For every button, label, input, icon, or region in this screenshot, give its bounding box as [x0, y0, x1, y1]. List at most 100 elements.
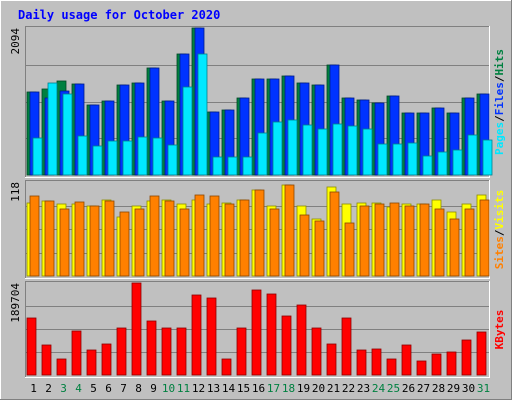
bar-kbytes-day-14	[221, 358, 232, 376]
bar-pages-day-11	[182, 86, 193, 176]
x-tick-label-day-26: 26	[402, 382, 415, 395]
legend-separator: /	[493, 115, 506, 122]
y-max-label-kbytes: 189704	[9, 283, 22, 323]
bar-sites-day-14	[224, 203, 235, 277]
x-tick-label-day-24: 24	[372, 382, 386, 395]
chart-panels: 2094Pages/Files/Hits118Sites/Visits18970…	[9, 26, 506, 378]
x-tick-label-day-5: 5	[90, 382, 97, 395]
bar-sites-day-3	[59, 208, 70, 277]
bar-kbytes-day-5	[86, 349, 97, 376]
bar-pages-day-13	[212, 156, 223, 176]
x-tick-label-day-23: 23	[357, 382, 370, 395]
bar-pages-day-17	[272, 121, 283, 176]
bar-pages-day-8	[137, 136, 148, 176]
bar-sites-day-5	[89, 205, 100, 277]
legend-files: Files	[493, 82, 506, 115]
panel-visits: 118 Sites/Visits	[9, 180, 506, 279]
x-tick-label-day-20: 20	[312, 382, 325, 395]
x-tick-label-day-8: 8	[135, 382, 142, 395]
bar-sites-day-29	[449, 218, 460, 277]
bar-pages-day-25	[392, 143, 403, 176]
y-max-label-hits: 2094	[9, 28, 22, 55]
legend-separator: /	[493, 75, 506, 82]
bar-sites-day-23	[359, 205, 370, 277]
x-tick-label-day-16: 16	[252, 382, 265, 395]
bar-kbytes-day-8	[131, 282, 142, 376]
legend-separator: /	[493, 229, 506, 236]
bar-sites-day-19	[299, 214, 310, 277]
bar-kbytes-day-29	[446, 351, 457, 376]
x-tick-label-day-27: 27	[417, 382, 430, 395]
bar-kbytes-day-31	[476, 331, 487, 376]
bar-pages-day-19	[302, 124, 313, 176]
bar-pages-day-12	[197, 53, 208, 176]
x-tick-label-day-11: 11	[177, 382, 190, 395]
x-tick-label-day-12: 12	[192, 382, 205, 395]
bar-kbytes-day-25	[386, 358, 397, 376]
bar-pages-day-27	[422, 155, 433, 176]
bar-pages-day-3	[62, 93, 73, 176]
bar-pages-day-10	[167, 144, 178, 176]
bar-kbytes-day-4	[71, 330, 82, 376]
bar-sites-day-8	[134, 208, 145, 277]
x-tick-label-day-6: 6	[105, 382, 112, 395]
x-tick-label-day-29: 29	[447, 382, 460, 395]
bar-sites-day-15	[239, 199, 250, 277]
legend-sites: Sites	[493, 236, 506, 269]
bar-sites-day-25	[389, 202, 400, 277]
side-legend-kbytes: KBytes	[493, 310, 506, 350]
panel-kbytes: 189704 KBytes	[9, 281, 506, 378]
bar-kbytes-day-19	[296, 304, 307, 376]
x-tick-label-day-30: 30	[462, 382, 475, 395]
bar-kbytes-day-23	[356, 349, 367, 376]
legend-kbytes: KBytes	[493, 310, 506, 350]
bar-pages-day-14	[227, 156, 238, 176]
bar-sites-day-10	[164, 200, 175, 277]
bar-sites-day-22	[344, 222, 355, 277]
series-kbytes	[26, 282, 487, 376]
x-tick-label-day-7: 7	[120, 382, 127, 395]
bar-kbytes-day-12	[191, 294, 202, 376]
bar-pages-day-2	[47, 82, 58, 176]
bar-pages-day-1	[32, 137, 43, 176]
bar-pages-day-28	[437, 151, 448, 176]
x-tick-label-day-15: 15	[237, 382, 250, 395]
bar-sites-day-24	[374, 203, 385, 277]
bar-kbytes-day-27	[416, 360, 427, 376]
legend-pages: Pages	[493, 122, 506, 155]
series-sites	[29, 184, 490, 277]
legend-hits: Hits	[493, 49, 506, 76]
bar-sites-day-1	[29, 195, 40, 277]
bar-kbytes-day-2	[41, 344, 52, 376]
x-tick-label-day-10: 10	[162, 382, 175, 395]
bar-kbytes-day-3	[56, 358, 67, 376]
bar-sites-day-18	[284, 184, 295, 277]
y-max-label-visits: 118	[9, 182, 22, 202]
x-tick-label-day-19: 19	[297, 382, 310, 395]
x-tick-label-day-2: 2	[45, 382, 52, 395]
bar-sites-day-26	[404, 205, 415, 277]
bar-pages-day-18	[287, 119, 298, 176]
x-tick-label-day-14: 14	[222, 382, 236, 395]
x-tick-label-day-4: 4	[75, 382, 82, 395]
bar-pages-day-30	[467, 134, 478, 176]
x-tick-label-day-31: 31	[477, 382, 490, 395]
bar-kbytes-day-6	[101, 343, 112, 376]
bar-pages-day-20	[317, 128, 328, 176]
x-tick-label-day-1: 1	[30, 382, 37, 395]
bar-sites-day-27	[419, 203, 430, 277]
bar-sites-day-28	[434, 208, 445, 277]
side-legend-hits: Pages/Files/Hits	[493, 49, 506, 155]
bar-kbytes-day-17	[266, 293, 277, 376]
bar-sites-day-2	[44, 200, 55, 277]
x-tick-label-day-28: 28	[432, 382, 445, 395]
bar-sites-day-13	[209, 195, 220, 277]
bar-kbytes-day-7	[116, 327, 127, 376]
bar-kbytes-day-15	[236, 327, 247, 376]
chart-title: Daily usage for October 2020	[18, 8, 220, 22]
bar-pages-day-7	[122, 140, 133, 176]
bar-pages-day-24	[377, 143, 388, 176]
x-tick-label-day-17: 17	[267, 382, 280, 395]
bar-kbytes-day-18	[281, 315, 292, 376]
